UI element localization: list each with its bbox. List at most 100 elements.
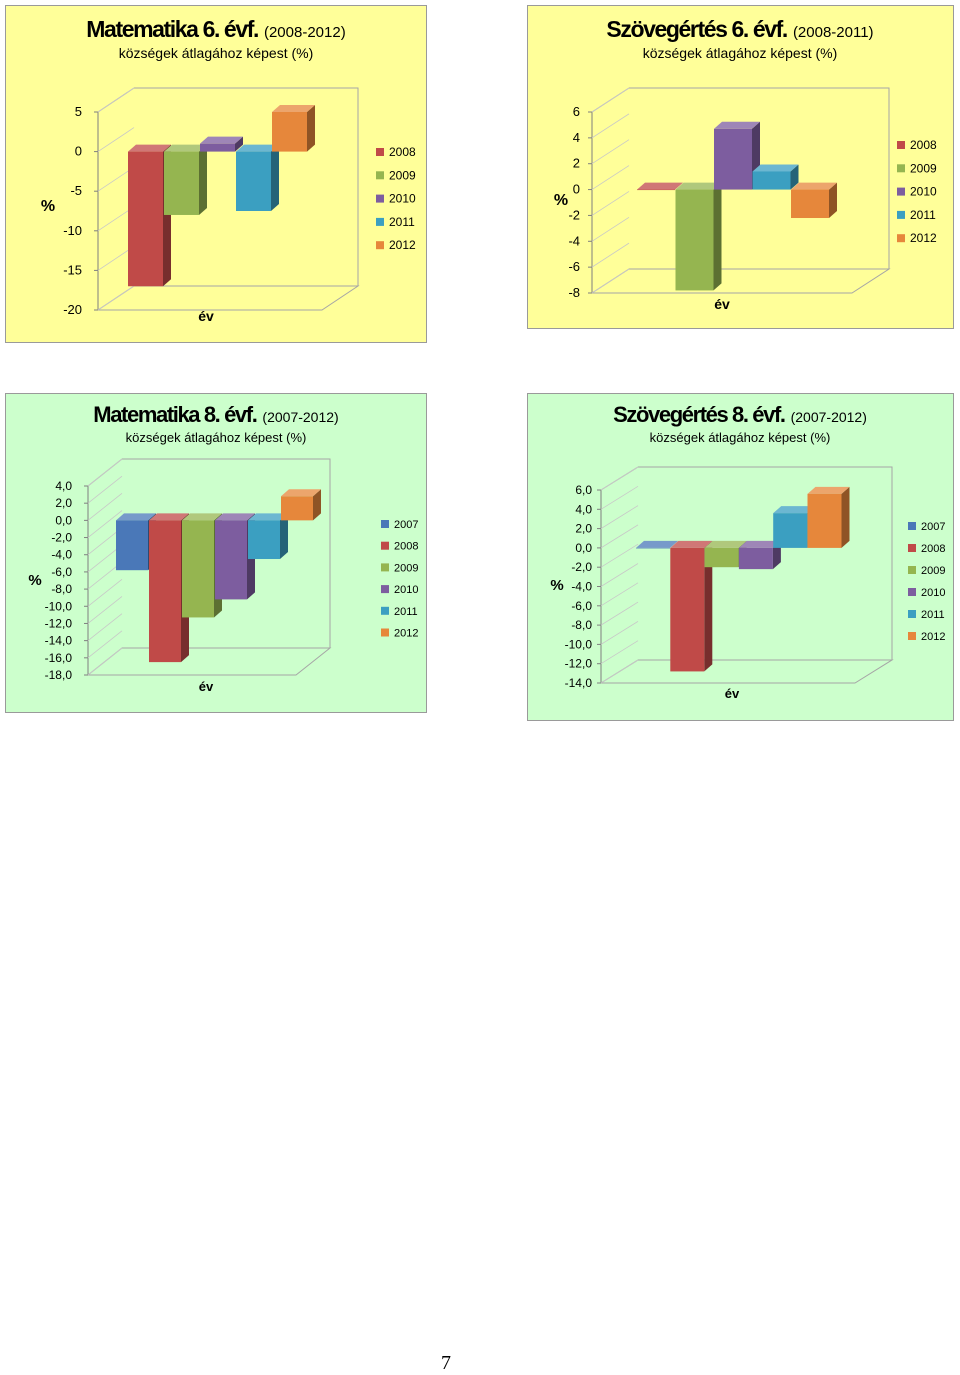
legend-label: 2007 xyxy=(921,521,945,533)
y-tick-label: -4,0 xyxy=(571,580,592,594)
legend-item-2007: 2007 xyxy=(908,521,945,533)
y-tick-label: -2,0 xyxy=(51,531,72,545)
bar-front xyxy=(675,189,714,291)
side-gridline xyxy=(97,285,135,311)
bar-2011 xyxy=(752,164,799,190)
side-gridline xyxy=(600,485,639,510)
y-tick-label: -14,0 xyxy=(45,634,73,648)
y-tick-label: -10 xyxy=(63,223,82,238)
side-gridline xyxy=(600,466,639,491)
bar-2009 xyxy=(704,540,747,568)
y-tick-label: -6,0 xyxy=(571,599,592,613)
legend-item-2008: 2008 xyxy=(897,138,937,152)
bar-side xyxy=(307,105,315,152)
y-axis-title: % xyxy=(554,192,568,209)
y-tick-label: 2,0 xyxy=(575,522,592,536)
legend-swatch xyxy=(376,171,384,180)
chart-title-main: Szövegértés 8. évf. xyxy=(613,402,785,427)
y-tick-label: 4,0 xyxy=(55,479,72,493)
y-tick-label: 4,0 xyxy=(575,502,592,516)
bar-front xyxy=(182,520,214,618)
bar-top xyxy=(236,144,279,152)
side-gridline xyxy=(87,647,123,676)
plot-floor xyxy=(86,647,332,676)
bar-front xyxy=(164,151,199,215)
legend-item-2008: 2008 xyxy=(908,543,945,555)
side-gridline xyxy=(87,458,123,487)
y-tick-label: 0 xyxy=(75,144,82,159)
bar-top xyxy=(637,182,683,190)
legend-item-2012: 2012 xyxy=(376,238,416,252)
legend-item-2010: 2010 xyxy=(908,587,945,599)
legend-swatch xyxy=(381,541,389,550)
side-gridline xyxy=(87,510,123,538)
y-tick-label: -16,0 xyxy=(45,651,73,665)
legend-label: 2011 xyxy=(910,208,936,222)
side-gridline xyxy=(600,505,639,529)
legend-swatch xyxy=(381,628,389,637)
bar-2012 xyxy=(807,486,850,548)
legend-swatch xyxy=(908,566,916,574)
bar-top xyxy=(164,144,207,152)
legend-swatch xyxy=(376,241,384,250)
legend-item-2009: 2009 xyxy=(376,168,416,182)
legend-label: 2009 xyxy=(921,565,945,577)
y-axis-title: % xyxy=(41,198,55,215)
chart-title-range: (2008-2012) xyxy=(264,24,346,41)
legend-item-2010: 2010 xyxy=(897,185,937,199)
bar-front xyxy=(281,496,313,521)
bar-front xyxy=(637,189,675,191)
y-tick-label: -20 xyxy=(63,302,82,317)
side-gridline xyxy=(87,493,123,521)
chart-panel-matematika-8: Matematika 8. évf. (2007-2012) községek át… xyxy=(5,393,427,713)
legend-swatch xyxy=(897,187,905,196)
bar-side xyxy=(713,182,722,291)
bar-top xyxy=(738,540,781,548)
bar-front xyxy=(807,493,842,548)
side-gridline xyxy=(591,165,630,190)
bar-2012 xyxy=(791,182,837,219)
chart-title: Matematika 8. évf. (2007-2012) xyxy=(93,402,338,427)
y-tick-label: -12,0 xyxy=(45,616,73,630)
plot-back-wall xyxy=(629,87,890,269)
y-tick-label: 2 xyxy=(573,156,580,171)
legend-swatch xyxy=(908,588,916,596)
bar-side xyxy=(790,164,799,190)
plot-floor xyxy=(590,268,891,294)
bar-front xyxy=(200,143,235,152)
side-gridline xyxy=(600,601,639,626)
side-gridline xyxy=(600,659,639,684)
y-tick-label: 0 xyxy=(573,182,580,197)
bar-side xyxy=(199,144,207,215)
legend-item-2009: 2009 xyxy=(908,565,945,577)
y-tick-label: 2,0 xyxy=(55,496,72,510)
legend-item-2008: 2008 xyxy=(376,145,416,159)
y-tick-label: -2,0 xyxy=(571,560,592,574)
side-gridline xyxy=(97,87,135,113)
y-tick-label: -15 xyxy=(63,262,82,277)
legend-swatch xyxy=(897,210,905,219)
legend-item-2010: 2010 xyxy=(376,192,416,206)
side-gridline xyxy=(87,613,123,641)
legend-label: 2010 xyxy=(394,584,418,596)
y-tick-label: -2 xyxy=(568,207,580,222)
legend-item-2009: 2009 xyxy=(381,562,418,574)
bar-front xyxy=(248,520,280,560)
bar-top xyxy=(128,144,171,152)
plot-frame xyxy=(597,466,894,684)
chart-title-main: Matematika 8. évf. xyxy=(93,402,256,427)
legend-item-2011: 2011 xyxy=(376,215,415,229)
legend-swatch xyxy=(381,606,389,615)
chart-panel-szovegertes-8: Szövegértés 8. évf. (2007-2012) községek á… xyxy=(527,393,954,721)
chart-subtitle: községek átlagához képest (%) xyxy=(119,45,314,61)
bar-top xyxy=(752,164,799,172)
legend-swatch xyxy=(381,585,389,594)
legend-swatch xyxy=(376,194,384,203)
bar-front xyxy=(128,151,163,287)
y-tick-label: 6 xyxy=(573,104,580,119)
y-tick-label: -6,0 xyxy=(51,565,72,579)
legend-label: 2012 xyxy=(394,628,418,640)
x-axis-title: év xyxy=(714,296,730,312)
side-gridline xyxy=(591,113,630,139)
bar-top xyxy=(714,121,760,129)
